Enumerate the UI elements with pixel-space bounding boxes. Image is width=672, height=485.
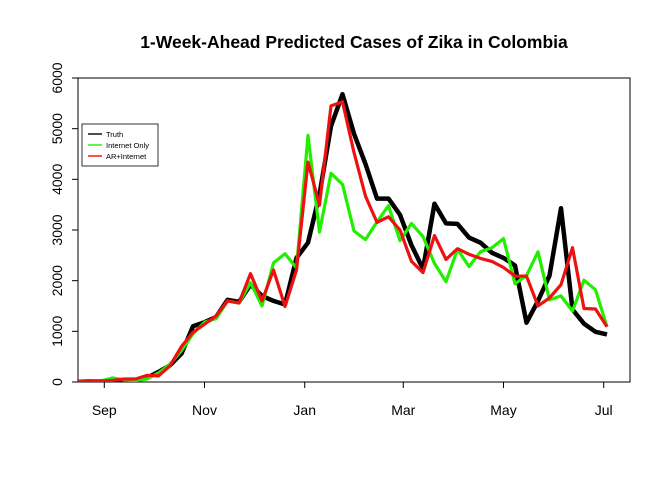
x-tick-label: Jul bbox=[595, 402, 613, 418]
chart-title: 1-Week-Ahead Predicted Cases of Zika in … bbox=[140, 32, 568, 52]
x-tick-label: May bbox=[490, 402, 516, 418]
y-tick-label: 5000 bbox=[49, 113, 65, 144]
x-tick-label: Jan bbox=[293, 402, 316, 418]
x-tick-label: Sep bbox=[92, 402, 117, 418]
legend-label: Truth bbox=[106, 130, 123, 139]
legend-label: AR+Internet bbox=[106, 152, 147, 161]
x-tick-label: Mar bbox=[391, 402, 415, 418]
y-tick-label: 6000 bbox=[49, 62, 65, 93]
x-tick-label: Nov bbox=[192, 402, 217, 418]
legend-label: Internet Only bbox=[106, 141, 149, 150]
y-tick-label: 2000 bbox=[49, 265, 65, 296]
y-tick-label: 4000 bbox=[49, 164, 65, 195]
y-tick-label: 3000 bbox=[49, 214, 65, 245]
y-tick-label: 1000 bbox=[49, 316, 65, 347]
series-line-ar-internet bbox=[78, 100, 609, 382]
y-tick-label: 0 bbox=[49, 378, 65, 386]
